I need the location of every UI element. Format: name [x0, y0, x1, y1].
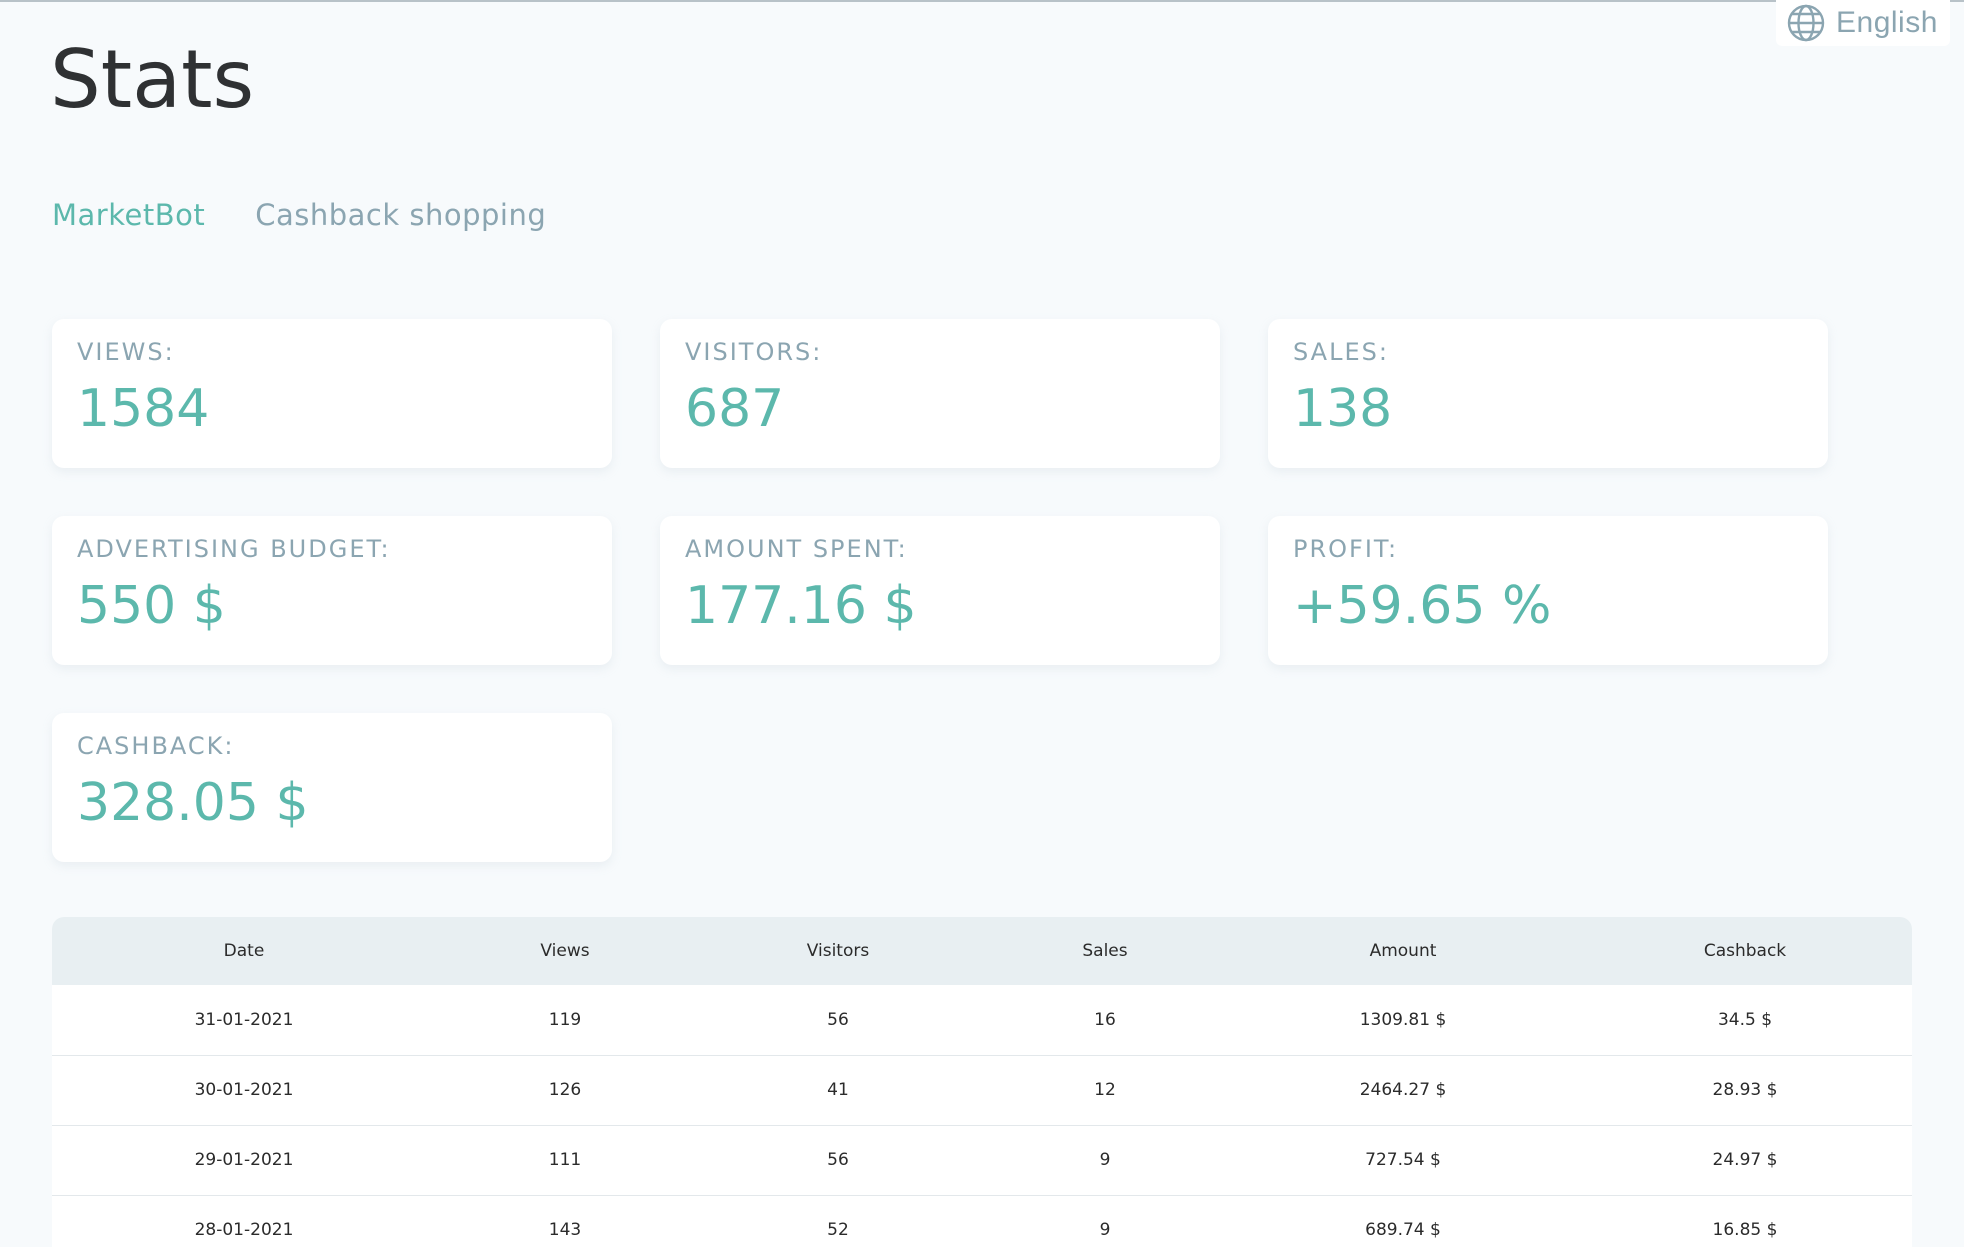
language-switcher[interactable]: English [1776, 0, 1950, 46]
column-header-amount: Amount [1369, 941, 1437, 961]
cell-cashback: 16.85 $ [1578, 1194, 1912, 1247]
stat-label: SALES: [1293, 338, 1389, 366]
cell-sales: 9 [982, 1194, 1228, 1247]
cell-amount: 1309.81 $ [1359, 1009, 1447, 1030]
cell-visitors: 52 [694, 1194, 982, 1247]
cell-date: 30-01-2021 [52, 1054, 436, 1125]
stat-value: 1584 [77, 379, 210, 439]
table-row: 31-01-2021 119 56 16 1309.81 $ 34.5 $ [52, 985, 1912, 1055]
stat-value: 328.05 $ [77, 773, 309, 833]
stat-value: 138 [1293, 379, 1393, 439]
table-row: 29-01-2021 111 56 9 727.54 $ 24.97 $ [52, 1124, 1912, 1195]
stat-card-profit: PROFIT: +59.65 % [1268, 516, 1828, 665]
stat-value: 177.16 $ [685, 576, 917, 636]
stat-label: ADVERTISING BUDGET: [77, 535, 391, 563]
cell-visitors: 41 [694, 1054, 982, 1125]
stat-value: +59.65 % [1293, 576, 1552, 636]
cell-cashback: 34.5 $ [1717, 1009, 1773, 1030]
stat-label: VISITORS: [685, 338, 823, 366]
cell-sales: 16 [1094, 1009, 1116, 1030]
top-border [0, 0, 1964, 2]
tab-cashback-shopping[interactable]: Cashback shopping [255, 198, 547, 232]
cell-views: 119 [548, 1009, 582, 1030]
cell-sales: 9 [982, 1124, 1228, 1195]
table-header-row: Date Views Visitors Sales Amount Cashbac… [52, 917, 1912, 985]
cell-date: 31-01-2021 [194, 1009, 294, 1030]
cell-views: 143 [436, 1194, 694, 1247]
cell-date: 29-01-2021 [52, 1124, 436, 1195]
column-header-visitors: Visitors [806, 941, 870, 961]
cell-sales: 12 [982, 1054, 1228, 1125]
column-header-views: Views [540, 941, 590, 961]
language-label: English [1836, 6, 1938, 39]
globe-icon [1786, 3, 1826, 43]
cell-views: 111 [436, 1124, 694, 1195]
cell-views: 126 [436, 1054, 694, 1125]
stat-label: PROFIT: [1293, 535, 1399, 563]
column-header-sales: Sales [1082, 941, 1128, 961]
cell-cashback: 28.93 $ [1578, 1054, 1912, 1125]
cell-visitors: 56 [694, 1124, 982, 1195]
stat-card-advertising-budget: ADVERTISING BUDGET: 550 $ [52, 516, 612, 665]
stat-card-amount-spent: AMOUNT SPENT: 177.16 $ [660, 516, 1220, 665]
stat-card-cashback: CASHBACK: 328.05 $ [52, 713, 612, 862]
cell-amount: 2464.27 $ [1228, 1054, 1578, 1125]
stat-card-sales: SALES: 138 [1268, 319, 1828, 468]
table-row: 28-01-2021 143 52 9 689.74 $ 16.85 $ [52, 1194, 1912, 1247]
stat-value: 687 [685, 379, 785, 439]
stat-card-visitors: VISITORS: 687 [660, 319, 1220, 468]
stat-label: VIEWS: [77, 338, 175, 366]
column-header-date: Date [223, 941, 265, 961]
stats-table: Date Views Visitors Sales Amount Cashbac… [52, 917, 1912, 1247]
cell-visitors: 56 [827, 1009, 849, 1030]
stat-label: CASHBACK: [77, 732, 235, 760]
cell-amount: 727.54 $ [1228, 1124, 1578, 1195]
tab-marketbot[interactable]: MarketBot [52, 198, 206, 232]
stat-label: AMOUNT SPENT: [685, 535, 908, 563]
tab-bar: MarketBot Cashback shopping [52, 198, 546, 232]
cell-date: 28-01-2021 [52, 1194, 436, 1247]
cell-cashback: 24.97 $ [1578, 1124, 1912, 1195]
table-row: 30-01-2021 126 41 12 2464.27 $ 28.93 $ [52, 1054, 1912, 1125]
page-title: Stats [50, 33, 255, 126]
column-header-cashback: Cashback [1703, 941, 1787, 961]
stat-card-views: VIEWS: 1584 [52, 319, 612, 468]
stat-value: 550 $ [77, 576, 226, 636]
cell-amount: 689.74 $ [1228, 1194, 1578, 1247]
